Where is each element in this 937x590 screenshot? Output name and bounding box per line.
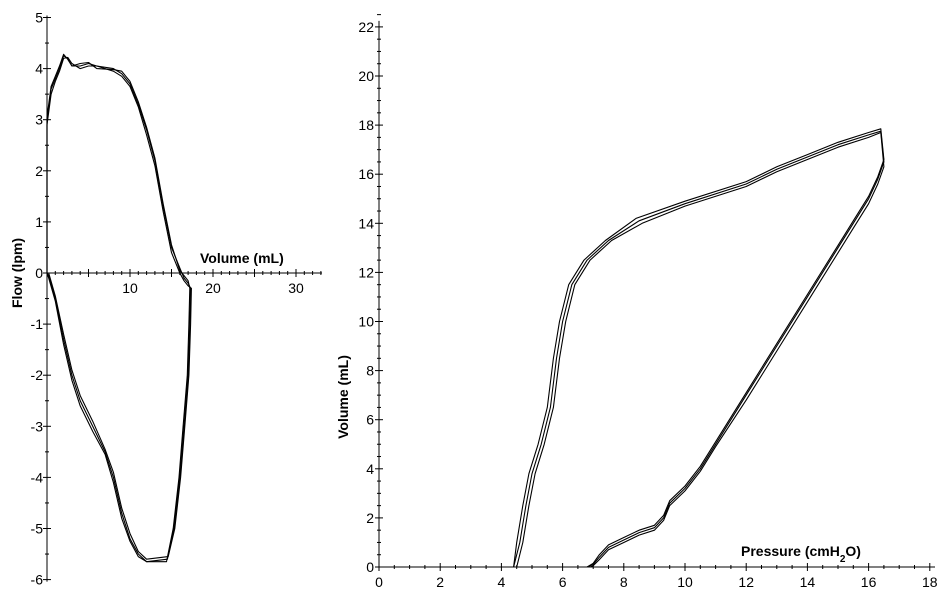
- pressure-volume-y-tick-label: 10: [358, 314, 374, 330]
- pressure-volume-y-label: Volume (mL): [335, 355, 351, 439]
- pressure-volume-ticks: 0 2 4 6 8 10 12 14 16 18 20 22 0 2 4 6 8 10 12 14 16 18: [358, 14, 937, 590]
- pressure-volume-y-tick-label: 12: [358, 264, 374, 280]
- pressure-volume-y-tick-label: 16: [358, 166, 374, 182]
- flow-volume-x-tick-label: 10: [122, 280, 138, 296]
- flow-volume-x-tick-label: 20: [205, 280, 221, 296]
- flow-volume-y-tick-label: -1: [31, 316, 44, 332]
- flow-volume-ticks: -6 -5 -4 -3 -2 -1 0 1 2 3 4 5 10 20 30: [31, 10, 322, 588]
- pressure-volume-x-tick-label: 6: [559, 574, 567, 590]
- flow-volume-y-tick-label: -5: [31, 521, 44, 537]
- pressure-volume-loop-3: [513, 128, 885, 568]
- flow-volume-x-tick-label: 30: [288, 280, 304, 296]
- pressure-volume-y-tick-label: 8: [366, 363, 374, 379]
- pressure-volume-y-tick-label: 14: [358, 215, 374, 231]
- flow-volume-y-tick-label: -6: [31, 572, 44, 588]
- pressure-label-part-2: O): [845, 543, 861, 559]
- pressure-volume-x-tick-label: 0: [375, 574, 383, 590]
- pressure-volume-y-tick-label: 20: [358, 68, 374, 84]
- pressure-volume-x-tick-label: 2: [436, 574, 444, 590]
- pressure-volume-x-tick-label: 16: [861, 574, 877, 590]
- flow-volume-y-tick-label: 4: [35, 61, 43, 77]
- flow-volume-y-label: Flow (lpm): [9, 238, 25, 308]
- flow-volume-y-tick-label: 1: [35, 214, 43, 230]
- flow-volume-y-tick-label: 2: [35, 163, 43, 179]
- flow-volume-series-group: [46, 53, 192, 563]
- pressure-volume-y-tick-label: 6: [366, 412, 374, 428]
- pressure-volume-y-tick-label: 18: [358, 117, 374, 133]
- pressure-volume-chart: 0 2 4 6 8 10 12 14 16 18 20 22 0 2 4 6 8 10 12 14 16 18 Press…: [335, 14, 937, 590]
- flow-volume-y-tick-label: -3: [31, 418, 44, 434]
- flow-volume-y-tick-label: 0: [35, 265, 43, 281]
- pressure-volume-y-tick-label: 22: [358, 19, 374, 35]
- pressure-volume-loop-2: [516, 131, 885, 568]
- pressure-volume-x-tick-label: 12: [738, 574, 754, 590]
- pressure-label-part-1: Pressure (cmH: [741, 543, 840, 559]
- flow-volume-chart: -6 -5 -4 -3 -2 -1 0 1 2 3 4 5 10 20 30 Volume (mL) Flo…: [9, 10, 322, 588]
- pressure-volume-x-tick-label: 10: [677, 574, 693, 590]
- pressure-volume-x-tick-label: 8: [620, 574, 628, 590]
- pressure-volume-series-group: [513, 128, 885, 568]
- flow-volume-x-label: Volume (mL): [200, 250, 284, 266]
- flow-volume-y-tick-label: -2: [31, 367, 44, 383]
- flow-volume-loop-1: [46, 55, 192, 563]
- flow-volume-y-tick-label: 3: [35, 112, 43, 128]
- pressure-label-subscript: 2: [840, 554, 846, 565]
- pressure-volume-loop-1: [513, 130, 885, 568]
- flow-volume-y-tick-label: -4: [31, 469, 44, 485]
- pressure-volume-x-tick-label: 18: [922, 574, 937, 590]
- flow-volume-y-tick-label: 5: [35, 10, 43, 26]
- flow-volume-loop-2: [46, 56, 192, 560]
- pressure-volume-x-tick-label: 4: [498, 574, 506, 590]
- pressure-volume-y-tick-label: 0: [366, 559, 374, 575]
- pressure-volume-x-label: Pressure (cmH2O): [741, 543, 861, 565]
- flow-volume-loop-3: [46, 53, 191, 563]
- pressure-volume-y-tick-label: 4: [366, 461, 374, 477]
- pressure-volume-y-tick-label: 2: [366, 510, 374, 526]
- pressure-volume-x-tick-label: 14: [800, 574, 816, 590]
